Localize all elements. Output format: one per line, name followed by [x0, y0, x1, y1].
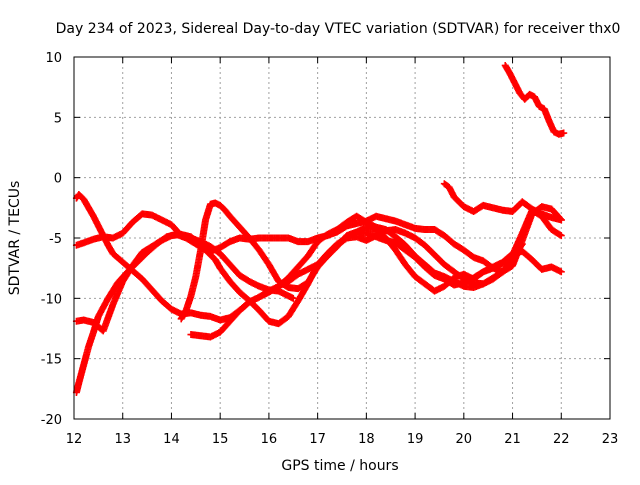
x-tick-label: 16 — [261, 432, 278, 447]
x-tick-label: 21 — [504, 432, 521, 447]
y-axis-label: SDTVAR / TECUs — [7, 181, 23, 296]
chart-title: Day 234 of 2023, Sidereal Day-to-day VTE… — [56, 21, 621, 37]
y-tick-label: -5 — [49, 232, 62, 247]
series-track-f — [187, 226, 507, 341]
series-track-c — [72, 210, 297, 302]
data-point — [557, 216, 565, 224]
x-tick-label: 15 — [212, 432, 229, 447]
y-tick-label: 0 — [54, 172, 62, 187]
series-track-d — [72, 203, 565, 335]
series-track-g — [440, 180, 565, 224]
y-tick-label: 5 — [54, 111, 62, 126]
x-tick-label: 23 — [602, 432, 619, 447]
x-tick-label: 12 — [66, 432, 83, 447]
x-tick-label: 18 — [358, 432, 375, 447]
data-point — [557, 268, 565, 276]
x-tick-label: 19 — [407, 432, 424, 447]
y-tick-label: -20 — [41, 413, 62, 428]
x-tick-label: 17 — [309, 432, 326, 447]
data-point — [560, 129, 568, 137]
x-tick-label: 22 — [553, 432, 570, 447]
data-point — [499, 268, 507, 276]
data-series — [72, 61, 568, 396]
y-tick-label: 10 — [45, 51, 62, 66]
y-tick-label: -15 — [41, 353, 62, 368]
series-track-h — [501, 61, 568, 138]
x-tick-label: 20 — [456, 432, 473, 447]
data-point — [557, 232, 565, 240]
axis-ticks: 12 13 14 15 16 17 18 19 20 21 22 23 -20 -15 -10 -5 0 5 10 — [41, 51, 619, 447]
x-axis-label: GPS time / hours — [281, 458, 398, 474]
data-point — [289, 294, 297, 302]
x-tick-label: 14 — [163, 432, 180, 447]
x-tick-label: 13 — [114, 432, 131, 447]
y-tick-label: -10 — [41, 292, 62, 307]
